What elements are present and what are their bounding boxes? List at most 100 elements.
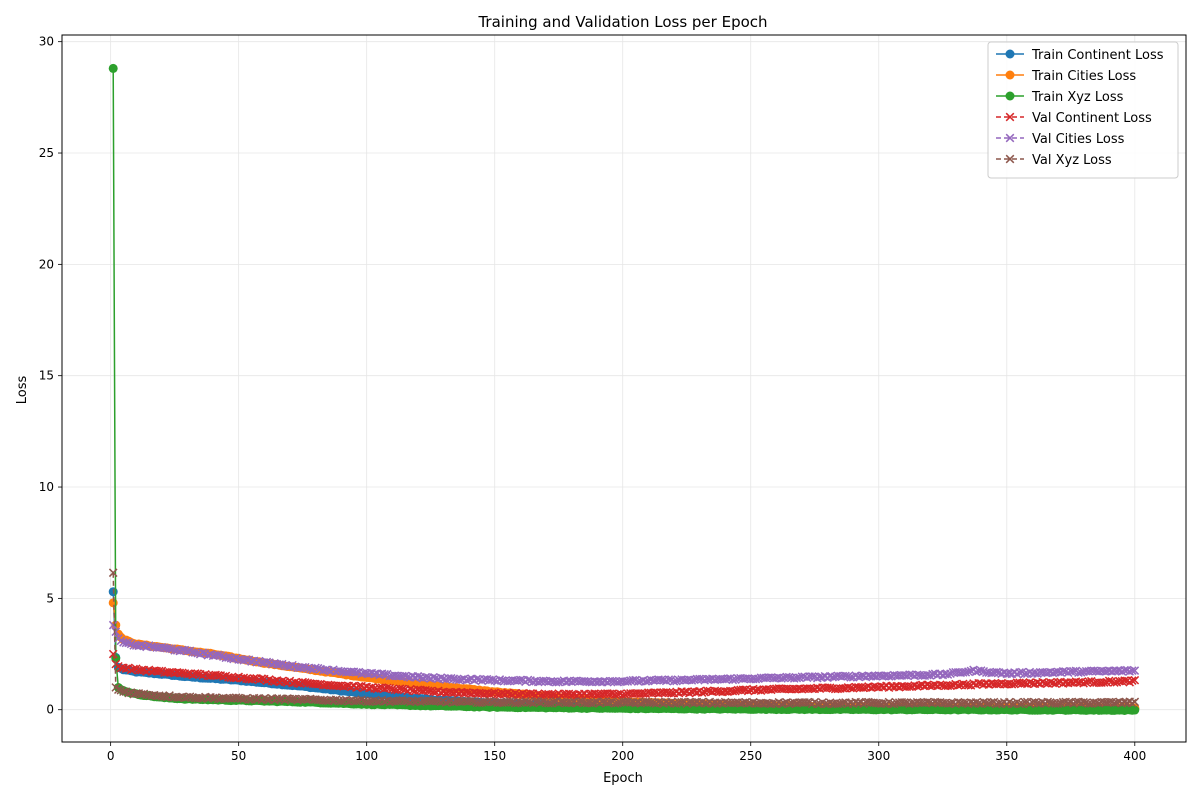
grid [62,35,1186,742]
val-cities-loss-point [1117,667,1127,676]
val-cities-loss-series [108,620,1140,687]
val-cities-loss-line [112,624,1135,684]
val-xyz-loss-point [605,697,615,707]
val-xyz-loss-point [180,693,190,703]
val-xyz-loss-point [108,568,118,578]
val-xyz-loss-point [195,693,205,703]
val-continent-loss-point [756,686,766,696]
val-xyz-loss-point [526,698,535,707]
val-xyz-loss-point [577,697,587,706]
val-continent-loss-point [1020,679,1030,688]
legend-item-train-continent-loss: Train Continent Loss [996,48,1164,63]
val-xyz-loss-point [244,695,254,704]
legend-swatch-marker [1005,154,1015,164]
val-cities-loss-point [992,667,1001,677]
val-xyz-loss-point [549,697,558,707]
val-continent-loss-point [390,685,400,695]
val-xyz-loss-point [416,697,425,707]
val-continent-loss-point [684,688,694,698]
val-cities-loss-point [1130,666,1140,675]
val-xyz-loss-point [603,698,612,708]
val-cities-loss-point [728,675,738,685]
val-xyz-loss-point [521,697,530,706]
val-xyz-loss-point [546,698,556,708]
val-xyz-loss-point [500,698,510,707]
val-xyz-loss-point [889,699,899,709]
val-xyz-loss-point [357,695,366,705]
val-cities-loss-point [1120,665,1129,675]
val-xyz-loss-point [979,697,989,707]
val-cities-loss-point [946,669,955,679]
val-continent-loss-point [503,688,512,698]
val-cities-loss-point [275,660,284,669]
val-cities-loss-point [608,676,617,686]
val-xyz-loss-point [736,699,745,708]
x-tick-label: 50 [231,749,246,763]
val-xyz-loss-point [654,697,663,707]
val-cities-loss-point [1048,668,1058,678]
val-xyz-loss-point [672,699,681,709]
val-continent-loss-point [1053,677,1063,687]
val-continent-loss-point [618,690,628,700]
val-continent-loss-point [766,685,776,695]
chart-title: Training and Validation Loss per Epoch [477,13,767,31]
val-cities-loss-point [976,666,986,675]
val-cities-loss-point [961,667,971,677]
val-cities-loss-point [807,672,817,681]
val-continent-loss-point [859,683,868,693]
val-continent-loss-point [354,681,364,691]
val-continent-loss-point [513,690,523,700]
val-xyz-loss-point [572,698,581,708]
val-cities-loss-point [144,641,154,650]
val-continent-loss-point [249,673,259,683]
y-tick-label: 15 [39,369,54,383]
val-xyz-loss-point [636,699,645,708]
legend-label: Val Continent Loss [1032,111,1152,126]
val-continent-loss-point [582,690,592,700]
val-cities-loss-point [846,673,855,682]
legend-box [987,41,1179,179]
val-cities-loss-point [147,642,156,651]
val-cities-loss-point [828,672,838,682]
val-cities-loss-point [623,677,633,686]
val-cities-loss-point [1127,666,1137,676]
val-xyz-loss-point [352,696,361,706]
x-tick-label: 350 [995,749,1018,763]
val-cities-loss-point [751,674,761,684]
val-cities-loss-point [413,671,423,681]
val-cities-loss-point [198,648,208,658]
val-xyz-loss-point [697,697,707,707]
val-cities-loss-point [515,675,525,685]
val-xyz-loss-point [669,699,679,708]
val-cities-loss-point [421,672,430,682]
legend-item-train-cities-loss: Train Cities Loss [996,69,1136,84]
val-cities-loss-point [884,672,894,681]
val-xyz-loss-point [262,695,272,704]
val-cities-loss-point [190,648,200,657]
val-xyz-loss-point [505,697,515,706]
val-cities-loss-point [687,676,697,685]
legend-label: Val Xyz Loss [1032,153,1112,168]
legend-label: Train Cities Loss [1031,69,1136,84]
val-cities-loss-point [1020,669,1030,679]
x-tick-label: 300 [867,749,890,763]
val-xyz-loss-point [124,688,133,698]
val-continent-loss-point [731,686,740,696]
val-continent-loss-point [462,688,471,697]
val-cities-loss-point [1015,668,1024,677]
val-continent-loss-point [1130,675,1140,685]
val-continent-loss-point [405,684,415,694]
x-tick-label: 0 [107,749,115,763]
val-cities-loss-point [841,671,850,681]
val-xyz-loss-point [372,697,382,706]
val-cities-loss-point [380,669,389,679]
val-continent-loss-point [367,682,377,692]
val-xyz-loss-point [231,693,241,702]
val-xyz-loss-series [108,568,1140,709]
val-continent-loss-point [912,682,922,691]
val-cities-loss-point [124,638,133,648]
val-cities-loss-point [254,656,264,666]
val-cities-loss-point [695,674,704,684]
val-cities-loss-point [270,659,279,668]
